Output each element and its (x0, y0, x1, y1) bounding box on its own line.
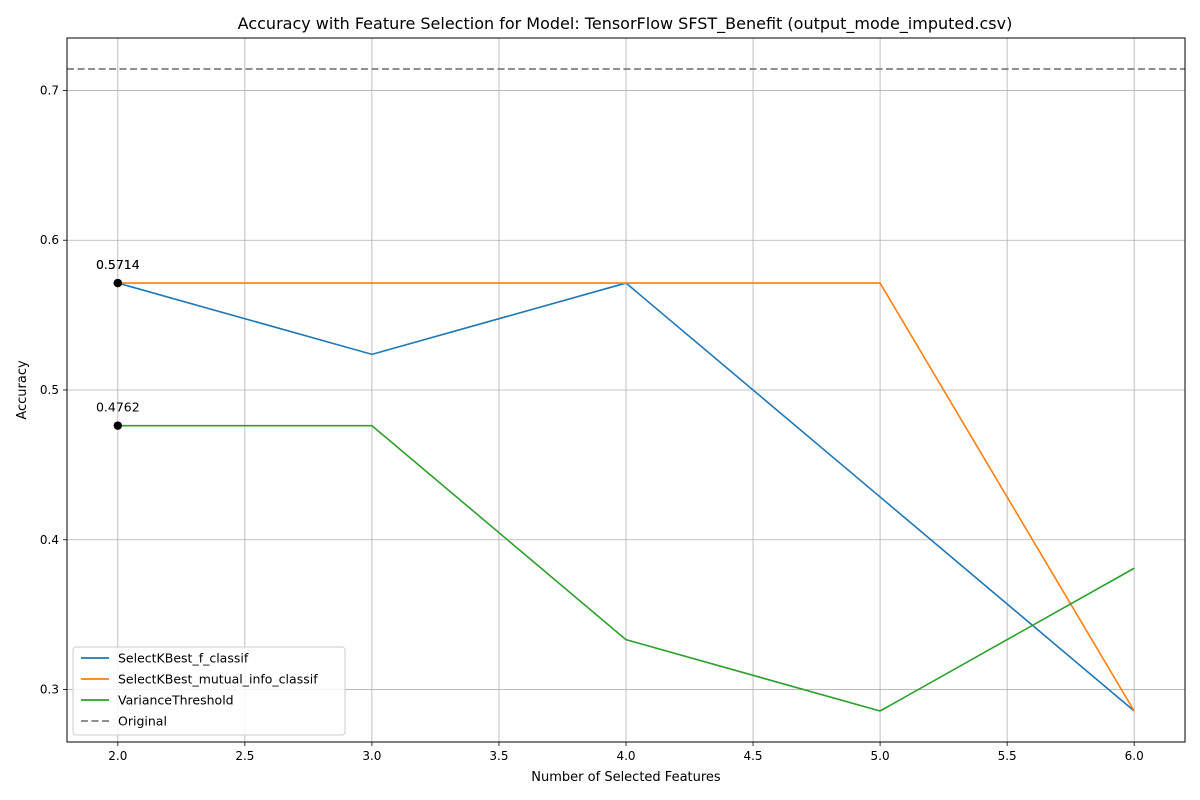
grid (67, 38, 1185, 742)
x-tick-label: 2.5 (235, 749, 254, 763)
annotation-label: 0.4762 (96, 400, 140, 415)
y-tick-label: 0.3 (40, 683, 59, 697)
annotation-label: 0.5714 (96, 257, 140, 272)
series-group (117, 282, 1135, 712)
x-tick-label: 5.0 (871, 749, 890, 763)
x-tick-label: 5.5 (998, 749, 1017, 763)
y-tick-label: 0.5 (40, 383, 59, 397)
x-tick-label: 3.5 (489, 749, 508, 763)
y-tick-label: 0.4 (40, 533, 59, 547)
legend-label: Original (118, 714, 167, 729)
legend-label: VarianceThreshold (118, 693, 234, 708)
chart-title: Accuracy with Feature Selection for Mode… (238, 14, 1013, 34)
y-axis-ticks: 0.3 0.4 0.5 0.6 0.7 (40, 83, 67, 697)
series-line-1 (117, 282, 1135, 712)
x-tick-label: 4.0 (616, 749, 635, 763)
y-tick-label: 0.6 (40, 233, 59, 247)
series-line-2 (117, 424, 1135, 712)
y-tick-label: 0.7 (40, 83, 59, 97)
x-tick-label: 4.5 (743, 749, 762, 763)
y-axis-label: Accuracy (15, 360, 30, 420)
annotation-marker (113, 278, 123, 288)
legend-box (72, 646, 346, 736)
x-axis-ticks: 2.0 2.5 3.0 3.5 4.0 4.5 5.0 5.5 6.0 (108, 742, 1144, 763)
legend-label: SelectKBest_mutual_info_classif (118, 672, 318, 687)
annotation-marker (113, 421, 123, 430)
x-tick-label: 2.0 (108, 749, 127, 763)
legend: SelectKBest_f_classif SelectKBest_mutual_… (72, 646, 346, 736)
x-axis-label: Number of Selected Features (531, 770, 721, 785)
annotation-label: 0.5714 (96, 257, 140, 272)
x-tick-label: 3.0 (362, 749, 381, 763)
legend-label: SelectKBest_f_classif (118, 651, 249, 666)
x-tick-label: 6.0 (1125, 749, 1144, 763)
